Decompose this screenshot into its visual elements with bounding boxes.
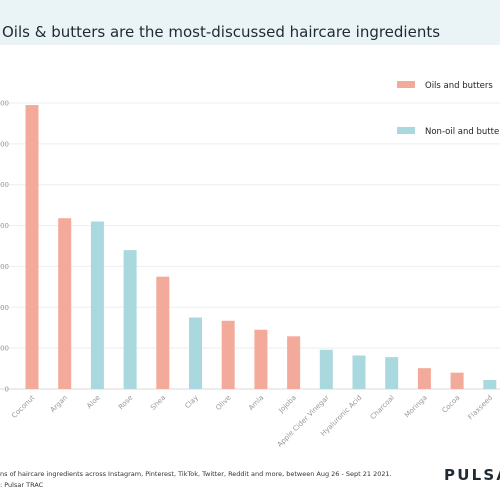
x-tick-label: Cocoa: [441, 394, 462, 415]
bar: [221, 320, 235, 389]
x-tick-label: Flaxseed: [467, 394, 495, 422]
footer-source: : Pulsar TRAC: [0, 481, 44, 489]
bar: [417, 368, 431, 389]
x-tick-label: Argan: [49, 394, 69, 414]
bar: [58, 218, 72, 389]
y-tick-label: 000: [0, 100, 9, 108]
bar: [385, 357, 399, 389]
bar: [90, 221, 104, 389]
bar: [25, 105, 39, 390]
x-tick-label: Amla: [247, 394, 265, 412]
title-bar: [0, 0, 500, 45]
y-tick-label: 000: [0, 140, 9, 148]
legend-swatch: [397, 127, 415, 134]
y-tick-label: 000: [0, 263, 9, 271]
bar: [352, 355, 366, 389]
x-tick-label: Rose: [117, 394, 135, 412]
bar: [483, 380, 497, 389]
legend-swatch: [397, 81, 415, 88]
pulsar-logo: PULSAR: [444, 466, 500, 484]
legend-label: Non-oil and butte: [425, 127, 499, 137]
footer-note: ns of haircare ingredients across Instag…: [0, 470, 392, 478]
bar: [123, 250, 137, 389]
x-tick-label: Charcoal: [369, 394, 396, 421]
bar: [254, 329, 268, 389]
x-tick-label: Moringa: [403, 394, 429, 420]
x-tick-label: Shea: [149, 394, 167, 412]
y-tick-label: 0: [5, 386, 9, 394]
x-tick-label: Jojoba: [277, 394, 298, 415]
bar: [450, 372, 464, 389]
y-tick-label: 000: [0, 181, 9, 189]
legend-label: Oils and butters: [425, 81, 493, 91]
y-tick-label: 000: [0, 222, 9, 230]
y-tick-label: 000: [0, 345, 9, 353]
bar: [287, 336, 301, 389]
bar: [156, 276, 170, 389]
chart-title: Oils & butters are the most-discussed ha…: [2, 23, 441, 41]
x-tick-label: Clay: [183, 394, 199, 410]
bar: [319, 349, 333, 389]
x-tick-label: Aloe: [85, 394, 101, 410]
x-tick-label: Coconut: [10, 394, 36, 420]
x-tick-label: Olive: [214, 394, 232, 412]
bar: [189, 317, 202, 389]
y-tick-label: 000: [0, 304, 9, 312]
